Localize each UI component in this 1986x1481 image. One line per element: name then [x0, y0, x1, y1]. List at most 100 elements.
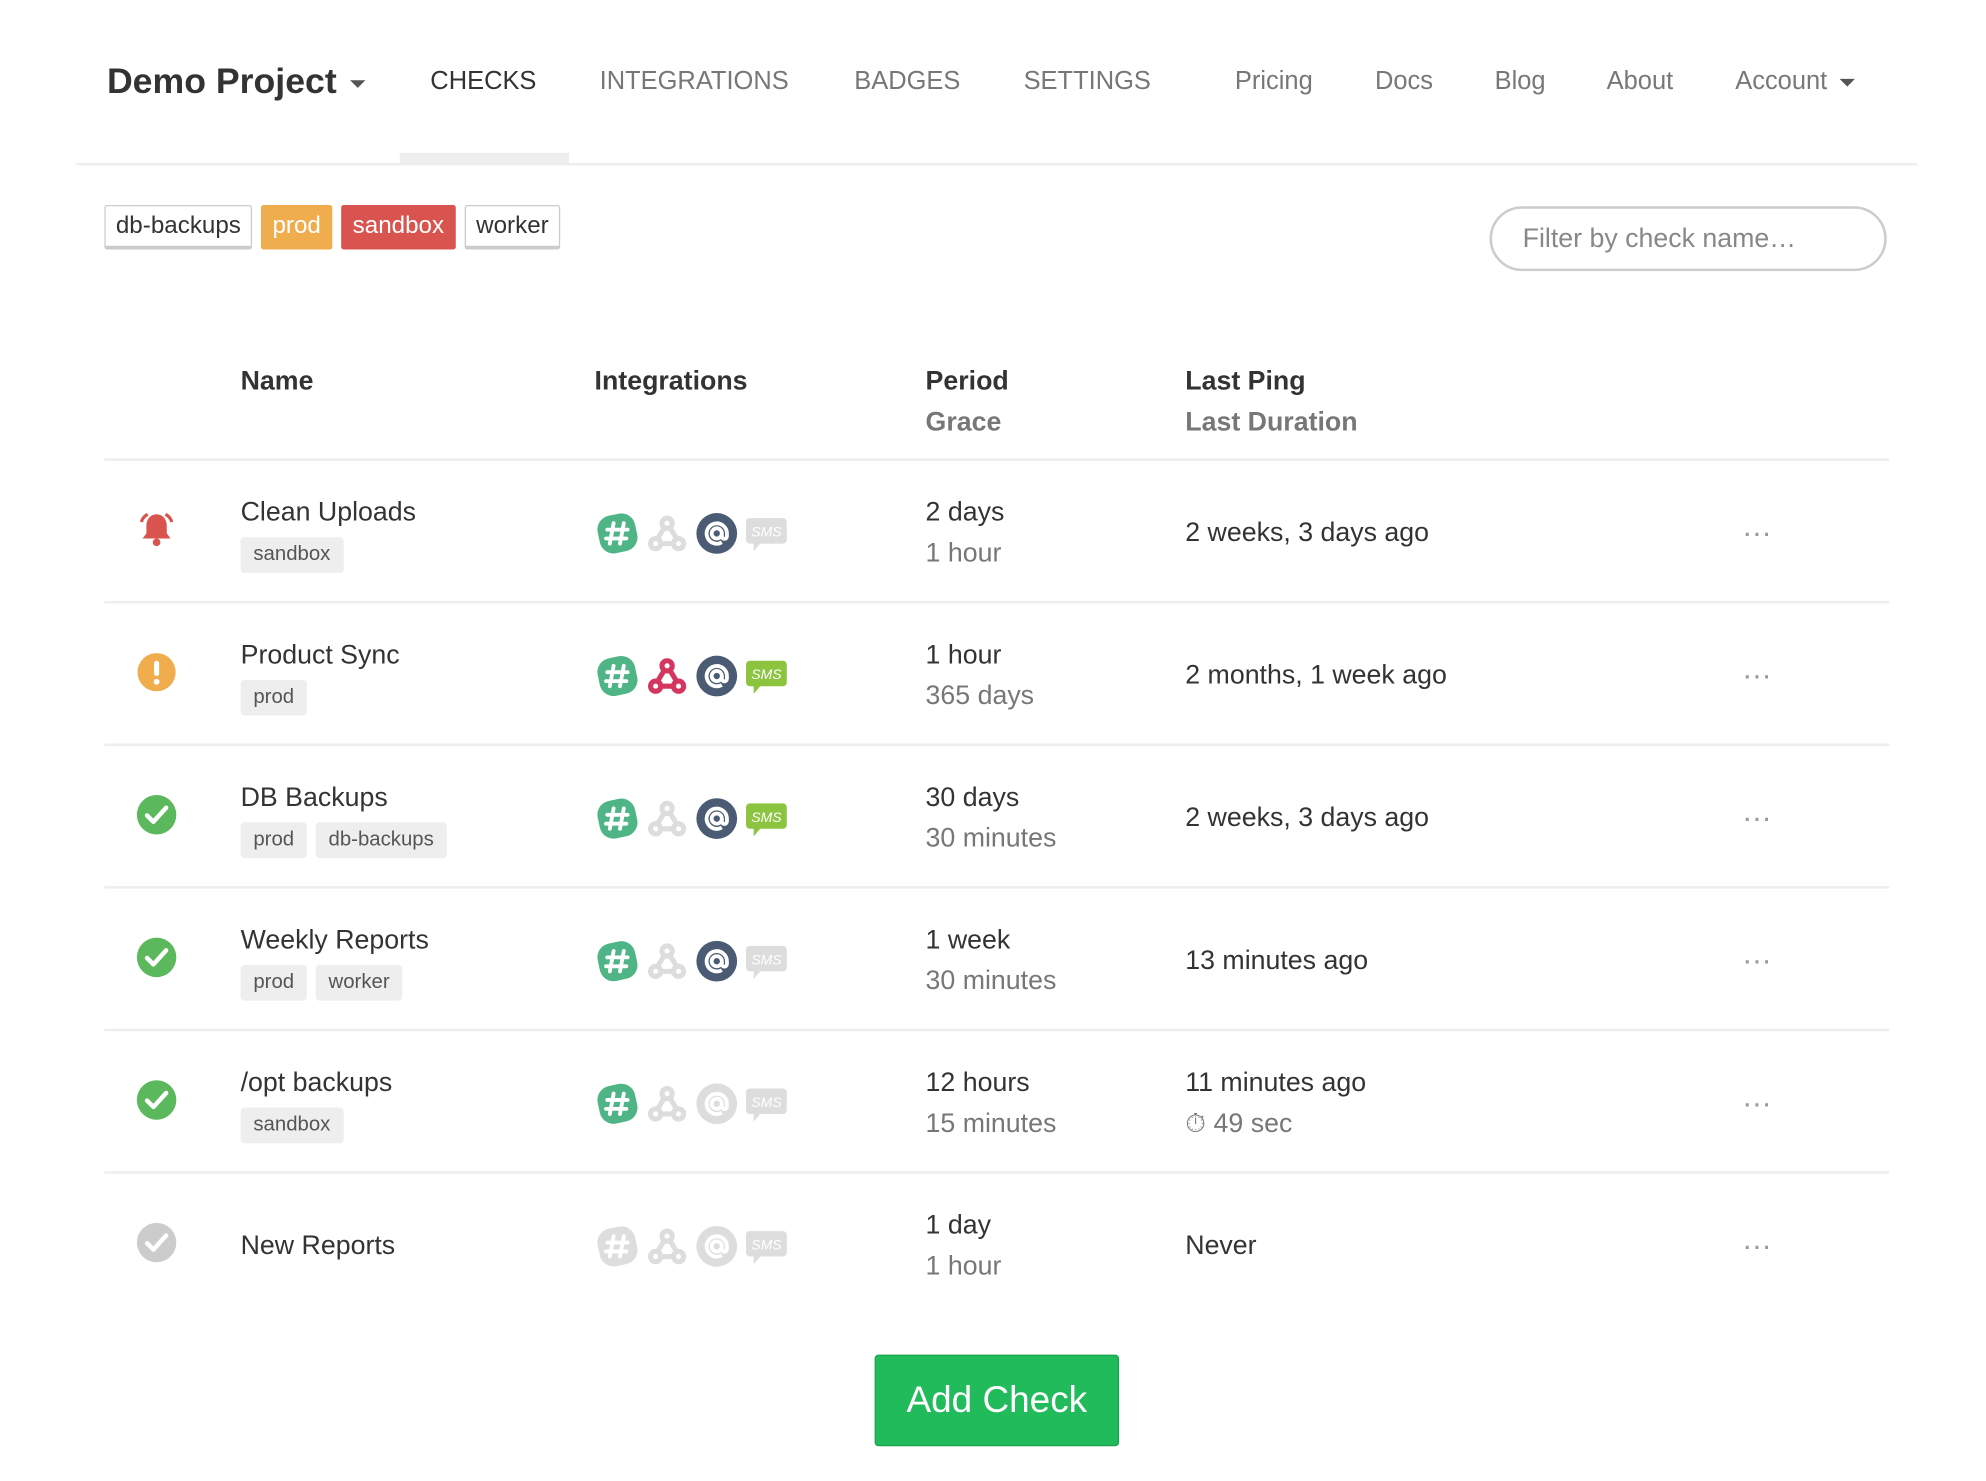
check-row[interactable]: Product Sync prod SMS 1 hour 365 days 2 month…: [104, 600, 1890, 744]
email-icon[interactable]: [695, 1225, 738, 1275]
webhook-icon[interactable]: [645, 512, 688, 562]
check-name[interactable]: Product Sync: [240, 640, 400, 670]
check-name[interactable]: DB Backups: [240, 782, 388, 813]
tag-filter-worker[interactable]: worker: [464, 204, 561, 250]
sms-icon[interactable]: SMS: [745, 940, 788, 990]
check-row[interactable]: New Reports SMS 1 day 1 hour Never…: [104, 1171, 1890, 1324]
check-name[interactable]: Weekly Reports: [240, 925, 429, 955]
more-options-icon[interactable]: …: [1741, 1079, 1774, 1114]
sms-label: SMS: [751, 1094, 782, 1110]
check-tags: sandbox: [240, 1107, 344, 1144]
last-ping: 2 months, 1 week ago: [1185, 660, 1447, 691]
grace: 365 days: [925, 681, 1035, 711]
status-up-icon: [136, 937, 177, 978]
more-options-icon[interactable]: …: [1741, 937, 1774, 972]
last-ping: Never: [1185, 1231, 1257, 1261]
stopwatch-icon: ⏱: [1185, 1108, 1214, 1139]
slack-icon[interactable]: [596, 512, 639, 562]
tab-settings[interactable]: SETTINGS: [1023, 67, 1151, 96]
email-icon[interactable]: [695, 512, 738, 562]
status-up-icon: [136, 794, 177, 835]
status-grace-icon: [136, 652, 177, 693]
check-tag: prod: [240, 822, 307, 859]
tag-filter-db-backups[interactable]: db-backups: [104, 204, 253, 250]
grace: 30 minutes: [925, 823, 1057, 853]
sms-label: SMS: [751, 524, 782, 540]
check-tag: sandbox: [240, 537, 344, 573]
more-options-icon[interactable]: …: [1741, 509, 1774, 544]
tab-badges[interactable]: BADGES: [854, 67, 961, 96]
last-ping: 2 weeks, 3 days ago: [1185, 518, 1429, 548]
status-up-icon: [136, 1080, 177, 1121]
check-tag: prod: [240, 965, 307, 1001]
tab-integrations[interactable]: INTEGRATIONS: [599, 67, 789, 96]
email-icon[interactable]: [695, 797, 738, 847]
check-name[interactable]: New Reports: [240, 1231, 396, 1261]
webhook-icon[interactable]: [645, 1082, 688, 1132]
webhook-icon[interactable]: [645, 797, 688, 847]
grace: 15 minutes: [925, 1108, 1057, 1139]
sms-icon[interactable]: SMS: [745, 797, 788, 847]
sms-label: SMS: [751, 1237, 782, 1253]
slack-icon[interactable]: [596, 940, 639, 990]
slack-icon[interactable]: [596, 1082, 639, 1132]
project-name: Demo Project: [106, 61, 337, 101]
last-ping: 2 weeks, 3 days ago: [1185, 803, 1429, 833]
slack-icon[interactable]: [596, 1225, 639, 1275]
tag-filter-sandbox[interactable]: sandbox: [341, 204, 456, 250]
project-dropdown[interactable]: Demo Project: [107, 61, 365, 102]
header-period: Period: [925, 366, 1009, 396]
more-options-icon[interactable]: …: [1741, 1222, 1774, 1257]
webhook-icon[interactable]: [645, 654, 688, 704]
check-name[interactable]: /opt backups: [240, 1068, 393, 1098]
slack-icon[interactable]: [596, 797, 639, 847]
more-options-icon[interactable]: …: [1741, 651, 1774, 687]
more-options-icon[interactable]: …: [1741, 794, 1774, 829]
link-about[interactable]: About: [1606, 67, 1674, 96]
tag-filter-prod[interactable]: prod: [260, 204, 333, 250]
tab-checks[interactable]: CHECKS: [430, 67, 537, 96]
sms-label: SMS: [751, 809, 782, 825]
header-grace: Grace: [925, 407, 1002, 437]
period: 12 hours: [925, 1068, 1030, 1098]
status-new-icon: [136, 1222, 177, 1263]
link-pricing[interactable]: Pricing: [1234, 67, 1313, 96]
last-ping: 13 minutes ago: [1185, 945, 1369, 976]
header-last-ping: Last Ping: [1185, 366, 1306, 396]
check-tag: prod: [240, 679, 307, 716]
check-name[interactable]: Clean Uploads: [240, 497, 417, 528]
sms-icon[interactable]: SMS: [745, 1082, 788, 1132]
link-blog[interactable]: Blog: [1494, 67, 1546, 96]
integrations: SMS: [596, 797, 788, 847]
integrations: SMS: [596, 1225, 788, 1275]
link-docs[interactable]: Docs: [1374, 67, 1433, 96]
grace: 1 hour: [925, 538, 1002, 568]
sms-icon[interactable]: SMS: [745, 1225, 788, 1275]
slack-icon[interactable]: [596, 654, 639, 704]
sms-icon[interactable]: SMS: [745, 654, 788, 704]
account-dropdown[interactable]: Account: [1735, 67, 1856, 96]
period: 1 day: [925, 1210, 991, 1240]
check-row[interactable]: Weekly Reports prod worker SMS 1 week 30 minu…: [104, 886, 1890, 1029]
check-row[interactable]: /opt backups sandbox SMS 12 hours 15 minutes…: [104, 1028, 1890, 1172]
check-tags: sandbox: [240, 537, 344, 573]
webhook-icon[interactable]: [645, 940, 688, 990]
last-ping: 11 minutes ago: [1185, 1068, 1367, 1098]
integrations: SMS: [596, 654, 788, 704]
check-row[interactable]: Clean Uploads sandbox SMS 2 days 1 hour 2 wee…: [104, 458, 1890, 601]
filter-input[interactable]: [1489, 206, 1887, 272]
email-icon[interactable]: [695, 940, 738, 990]
header-last-duration: Last Duration: [1185, 407, 1358, 437]
check-tag: sandbox: [240, 1107, 344, 1144]
account-label: Account: [1735, 67, 1828, 96]
sms-label: SMS: [751, 666, 782, 682]
period: 1 hour: [925, 640, 1002, 670]
header-name: Name: [240, 366, 314, 396]
email-icon[interactable]: [695, 1082, 738, 1132]
check-row[interactable]: DB Backups prod db-backups SMS 30 days 30 min…: [104, 743, 1890, 886]
webhook-icon[interactable]: [645, 1225, 688, 1275]
email-icon[interactable]: [695, 654, 738, 704]
sms-icon[interactable]: SMS: [745, 512, 788, 562]
add-check-button[interactable]: Add Check: [874, 1354, 1120, 1447]
sms-label: SMS: [751, 951, 782, 967]
